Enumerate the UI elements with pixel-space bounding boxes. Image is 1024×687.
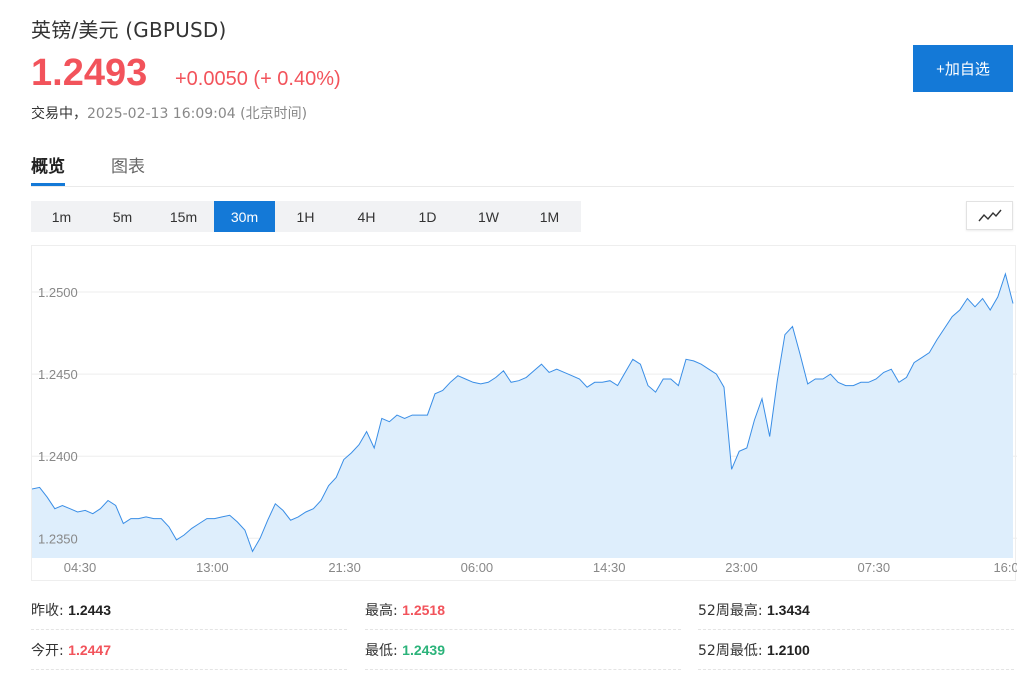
y-tick-label: 1.2450 bbox=[38, 367, 78, 382]
stat-label: 今开: bbox=[31, 642, 64, 659]
x-tick-label: 04:30 bbox=[64, 560, 97, 575]
price-line bbox=[31, 272, 1014, 553]
stat-52w-low: 52周最低: 1.2100 bbox=[698, 630, 1014, 670]
stat-52w-high: 52周最高: 1.3434 bbox=[698, 590, 1014, 630]
period-15m[interactable]: 15m bbox=[169, 208, 198, 225]
price-change: +0.0050 (+ 0.40%) bbox=[175, 68, 341, 90]
x-tick-label: 06:00 bbox=[461, 560, 494, 575]
trading-status: 交易中，2025-02-13 16:09:04 (北京时间) bbox=[31, 103, 307, 123]
stat-value: 1.2518 bbox=[402, 601, 445, 618]
chart-type-button[interactable] bbox=[966, 201, 1013, 230]
stat-low: 最低: 1.2439 bbox=[365, 630, 681, 670]
price-chart[interactable]: 1.2500 1.2450 1.2400 1.2350 04:30 13:00 21:30 0… bbox=[31, 245, 1019, 581]
stat-label: 52周最低: bbox=[698, 642, 763, 659]
price-chart-svg: 1.2500 1.2450 1.2400 1.2350 04:30 13:00 21:30 0… bbox=[31, 272, 1019, 575]
stat-value: 1.2439 bbox=[402, 641, 445, 658]
y-tick-label: 1.2400 bbox=[38, 449, 78, 464]
period-1m[interactable]: 1m bbox=[51, 208, 72, 225]
x-tick-label: 14:30 bbox=[593, 560, 626, 575]
period-selector: 1m 5m 15m 30m 1H 4H 1D 1W 1M bbox=[31, 201, 581, 232]
stat-high: 最高: 1.2518 bbox=[365, 590, 681, 630]
last-update-time: 2025-02-13 16:09:04 (北京时间) bbox=[87, 106, 308, 122]
y-tick-label: 1.2500 bbox=[38, 285, 78, 300]
stat-label: 最低: bbox=[365, 642, 398, 659]
x-tick-label: 16:0 bbox=[993, 560, 1017, 575]
period-5m[interactable]: 5m bbox=[112, 208, 133, 225]
period-4h[interactable]: 4H bbox=[357, 208, 376, 225]
status-label: 交易中， bbox=[31, 106, 87, 122]
tab-bar: 概览 图表 bbox=[31, 150, 1014, 187]
period-1d[interactable]: 1D bbox=[418, 208, 437, 225]
y-tick-label: 1.2350 bbox=[38, 531, 78, 546]
x-tick-label: 13:00 bbox=[196, 560, 229, 575]
stat-value: 1.2447 bbox=[68, 641, 111, 658]
price-area bbox=[32, 273, 1013, 558]
period-30m[interactable]: 30m bbox=[214, 201, 275, 232]
current-price: 1.2493 bbox=[31, 52, 148, 94]
instrument-title: 英镑/美元 (GBPUSD) bbox=[31, 18, 227, 42]
stat-label: 最高: bbox=[365, 602, 398, 619]
stat-prev-close: 昨收: 1.2443 bbox=[31, 590, 347, 630]
stat-open: 今开: 1.2447 bbox=[31, 630, 347, 670]
x-tick-label: 07:30 bbox=[858, 560, 891, 575]
line-chart-icon bbox=[977, 209, 1002, 221]
stat-value: 1.2100 bbox=[766, 641, 810, 658]
period-1h[interactable]: 1H bbox=[296, 208, 315, 225]
tab-chart[interactable]: 图表 bbox=[111, 157, 145, 177]
stat-label: 52周最高: bbox=[698, 602, 763, 619]
period-1mo[interactable]: 1M bbox=[539, 208, 560, 225]
x-tick-label: 23:00 bbox=[725, 560, 758, 575]
x-tick-label: 21:30 bbox=[328, 560, 361, 575]
stat-label: 昨收: bbox=[31, 602, 64, 619]
tab-overview[interactable]: 概览 bbox=[31, 152, 65, 186]
period-1w[interactable]: 1W bbox=[478, 208, 499, 225]
stat-value: 1.3434 bbox=[766, 601, 810, 618]
stat-value: 1.2443 bbox=[68, 601, 111, 618]
add-to-watchlist-button[interactable]: +加自选 bbox=[913, 45, 1013, 92]
